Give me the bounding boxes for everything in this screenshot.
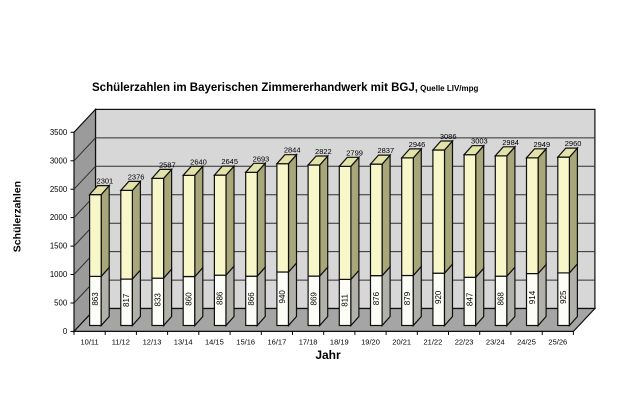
svg-text:868: 868	[497, 292, 506, 306]
svg-text:3003: 3003	[471, 137, 488, 146]
svg-text:2837: 2837	[377, 146, 394, 155]
svg-text:10/11: 10/11	[80, 337, 98, 346]
svg-text:2799: 2799	[346, 148, 363, 157]
svg-text:23/24: 23/24	[486, 337, 505, 346]
svg-text:2587: 2587	[159, 160, 176, 169]
svg-text:2693: 2693	[253, 154, 270, 163]
svg-text:Jahr: Jahr	[315, 348, 341, 362]
svg-text:833: 833	[153, 293, 162, 307]
svg-text:18/19: 18/19	[330, 337, 349, 346]
svg-text:Schülerzahlen im Bayerischen Z: Schülerzahlen im Bayerischen Zimmererhan…	[92, 82, 479, 94]
svg-text:879: 879	[403, 291, 412, 305]
svg-text:817: 817	[122, 293, 131, 307]
svg-text:24/25: 24/25	[517, 337, 536, 346]
svg-text:920: 920	[434, 290, 443, 304]
svg-text:3000: 3000	[50, 156, 68, 165]
svg-text:2000: 2000	[50, 213, 68, 222]
svg-text:876: 876	[372, 291, 381, 305]
svg-text:2960: 2960	[565, 139, 582, 148]
svg-text:914: 914	[528, 290, 537, 304]
svg-text:1500: 1500	[50, 242, 68, 251]
svg-text:2844: 2844	[284, 146, 301, 155]
svg-text:940: 940	[278, 290, 287, 304]
svg-text:500: 500	[54, 299, 68, 308]
svg-text:847: 847	[465, 292, 474, 306]
svg-text:13/14: 13/14	[174, 337, 193, 346]
svg-text:3086: 3086	[440, 132, 457, 141]
svg-text:2645: 2645	[221, 157, 238, 166]
svg-text:2949: 2949	[533, 140, 550, 149]
svg-text:1000: 1000	[50, 270, 68, 279]
svg-text:14/15: 14/15	[205, 337, 224, 346]
svg-text:860: 860	[185, 292, 194, 306]
svg-text:17/18: 17/18	[299, 337, 318, 346]
svg-text:2946: 2946	[409, 140, 426, 149]
svg-text:15/16: 15/16	[236, 337, 255, 346]
svg-text:2640: 2640	[190, 157, 207, 166]
svg-text:2822: 2822	[315, 147, 332, 156]
svg-text:19/20: 19/20	[361, 337, 380, 346]
svg-text:Schülerzahlen: Schülerzahlen	[12, 181, 24, 252]
svg-text:869: 869	[309, 292, 318, 306]
svg-text:866: 866	[247, 292, 256, 306]
svg-text:925: 925	[559, 290, 568, 304]
svg-text:2984: 2984	[502, 138, 519, 147]
svg-text:2301: 2301	[97, 177, 114, 186]
svg-text:2376: 2376	[128, 172, 145, 181]
svg-text:21/22: 21/22	[424, 337, 443, 346]
svg-text:16/17: 16/17	[268, 337, 287, 346]
svg-text:2500: 2500	[50, 185, 68, 194]
svg-text:863: 863	[91, 292, 100, 306]
svg-text:22/23: 22/23	[455, 337, 474, 346]
svg-text:12/13: 12/13	[143, 337, 162, 346]
svg-text:886: 886	[216, 291, 225, 305]
svg-text:811: 811	[341, 293, 350, 306]
svg-text:20/21: 20/21	[392, 337, 411, 346]
svg-text:25/26: 25/26	[548, 337, 567, 346]
svg-text:0: 0	[63, 327, 68, 336]
svg-text:11/12: 11/12	[112, 337, 130, 346]
svg-text:3500: 3500	[50, 128, 68, 137]
